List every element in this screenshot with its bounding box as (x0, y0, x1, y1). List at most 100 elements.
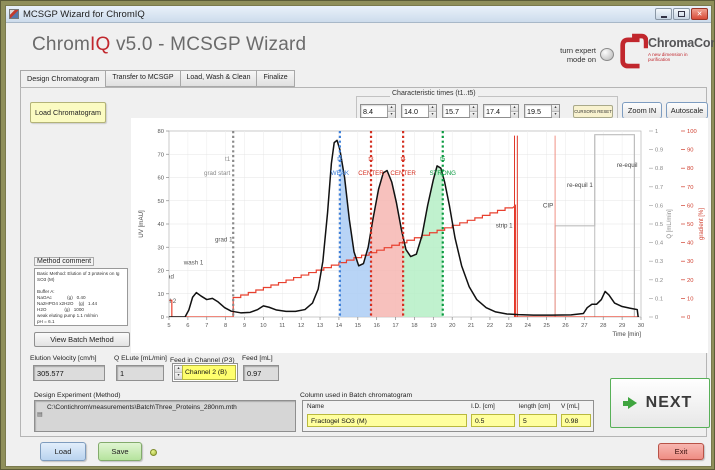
load-button[interactable]: Load (40, 442, 86, 461)
svg-text:20: 20 (449, 323, 455, 329)
spin-up-icon[interactable]: ▲ (511, 105, 518, 112)
svg-text:gradient [%]: gradient [%] (699, 208, 705, 240)
feed-channel-combo[interactable]: ▲ ▼ Channel 2 (B) (172, 363, 238, 382)
svg-text:CIP: CIP (543, 203, 553, 210)
close-button[interactable]: ✕ (691, 8, 708, 20)
tab-bar: Design Chromatogram Transfer to MCSGP Load… (20, 70, 295, 88)
svg-text:40: 40 (687, 241, 693, 247)
tab-transfer-to-mcsgp[interactable]: Transfer to MCSGP (105, 70, 180, 87)
spin-up-icon[interactable]: ▲ (470, 105, 477, 112)
svg-text:0.2: 0.2 (655, 278, 663, 284)
svg-text:grad 1: grad 1 (215, 236, 233, 243)
spin-up-icon[interactable]: ▲ (429, 105, 436, 112)
svg-text:0: 0 (161, 315, 164, 321)
svg-text:23: 23 (506, 323, 512, 329)
svg-text:CENTER: CENTER (390, 170, 416, 177)
app-subtitle: v5.0 - MCSGP Wizard (110, 34, 307, 55)
column-cell-0[interactable]: Fractogel SO3 (M) (307, 414, 467, 427)
char-time-value[interactable]: 17.4 (486, 107, 500, 116)
svg-text:grad start: grad start (204, 170, 230, 177)
svg-text:30: 30 (687, 259, 693, 265)
titlebar[interactable]: MCSGP Wizard for ChromIQ ✕ (6, 6, 711, 23)
design-experiment-listbox[interactable]: ▤ C:\Contichrom\measurements\Batch\Three… (34, 400, 296, 432)
svg-text:STRONG: STRONG (430, 170, 457, 177)
svg-text:0.8: 0.8 (655, 166, 663, 172)
char-time-value[interactable]: 19.5 (527, 107, 541, 116)
maximize-button[interactable] (673, 8, 690, 20)
list-item-icon: ▤ (37, 412, 43, 418)
char-time-spinbox-t1[interactable]: 8.4 ▲ ▼ (360, 104, 396, 118)
autoscale-button[interactable]: Autoscale (666, 102, 708, 119)
char-time-spinbox-t2[interactable]: 14.0 ▲ ▼ (401, 104, 437, 118)
char-time-value[interactable]: 8.4 (363, 107, 373, 116)
char-time-spinbox-t5[interactable]: 19.5 ▲ ▼ (524, 104, 560, 118)
chromacon-logo: ChromaCon A new dimension in purificatio… (618, 33, 714, 71)
feed-label: Feed [mL] (242, 355, 273, 362)
next-arrow-icon (622, 397, 637, 409)
svg-text:70: 70 (687, 185, 693, 191)
svg-text:24: 24 (524, 323, 531, 329)
svg-text:8: 8 (224, 323, 227, 329)
tab-finalize[interactable]: Finalize (256, 70, 295, 87)
app-icon (9, 9, 19, 19)
expert-mode-toggle[interactable] (600, 48, 614, 61)
svg-text:26: 26 (562, 323, 568, 329)
spin-down-icon[interactable]: ▼ (470, 111, 477, 118)
svg-text:30: 30 (158, 245, 164, 251)
svg-text:17: 17 (392, 323, 398, 329)
minimize-button[interactable] (655, 8, 672, 20)
svg-text:equil 2: equil 2 (158, 298, 177, 305)
zoom-in-button[interactable]: Zoom IN (622, 102, 662, 119)
elution-velocity-field[interactable]: 305.577 (33, 365, 105, 381)
column-header-3: V [mL] (561, 403, 580, 410)
column-cell-3[interactable]: 0.98 (561, 414, 591, 427)
tab-load-wash-clean[interactable]: Load, Wash & Clean (179, 70, 257, 87)
feed-channel-value[interactable]: Channel 2 (B) (182, 365, 236, 380)
svg-text:t1: t1 (225, 156, 231, 163)
exit-button[interactable]: Exit (658, 443, 704, 460)
save-led-indicator (150, 449, 157, 456)
feed-field[interactable]: 0.97 (243, 365, 279, 381)
cursors-reset-button[interactable]: CURSORS RESET (573, 105, 613, 118)
svg-text:load: load (162, 274, 174, 281)
method-comment-box[interactable]: Basic Method: Elution of 3 proteins on I… (34, 268, 128, 326)
logo-name: ChromaCon (648, 36, 715, 50)
spin-down-icon[interactable]: ▼ (552, 111, 559, 118)
svg-text:80: 80 (158, 129, 164, 135)
next-button-label: NEXT (645, 394, 693, 411)
elution-velocity-label: Elution Velocity [cm/h] (30, 355, 97, 362)
char-time-spinbox-t3[interactable]: 15.7 ▲ ▼ (442, 104, 478, 118)
characteristic-times-row: 8.4 ▲ ▼ 14.0 ▲ ▼ 15.7 ▲ ▼ 17.4 ▲ ▼ 19.5 ▲ ▼ (360, 104, 560, 118)
svg-text:29: 29 (619, 323, 625, 329)
q-elute-field[interactable]: 1 (116, 365, 164, 381)
tab-design-chromatogram[interactable]: Design Chromatogram (20, 70, 106, 88)
svg-text:22: 22 (487, 323, 493, 329)
spin-up-icon[interactable]: ▲ (552, 105, 559, 112)
svg-text:re-equil 1: re-equil 1 (567, 182, 593, 189)
char-time-value[interactable]: 14.0 (404, 107, 418, 116)
app-name: Chrom (32, 34, 91, 55)
save-button[interactable]: Save (98, 442, 142, 461)
view-batch-method-button[interactable]: View Batch Method (34, 332, 130, 347)
svg-text:27: 27 (581, 323, 587, 329)
spin-down-icon[interactable]: ▼ (511, 111, 518, 118)
feed-channel-up-icon[interactable]: ▲ (175, 366, 182, 373)
svg-text:0.7: 0.7 (655, 185, 663, 191)
column-cell-1[interactable]: 0.5 (471, 414, 515, 427)
elution-region (403, 165, 443, 317)
char-time-value[interactable]: 15.7 (445, 107, 459, 116)
feed-channel-down-icon[interactable]: ▼ (175, 373, 182, 379)
next-button[interactable]: NEXT (610, 378, 710, 428)
char-time-spinbox-t4[interactable]: 17.4 ▲ ▼ (483, 104, 519, 118)
svg-text:19: 19 (430, 323, 436, 329)
svg-text:t2: t2 (337, 156, 343, 163)
chromatogram-chart: t1 grad start t2 WEAK t3 CENTER t4 CENTER t5 STRO… (131, 118, 708, 353)
svg-text:18: 18 (411, 323, 417, 329)
column-cell-2[interactable]: 5 (519, 414, 557, 427)
spin-down-icon[interactable]: ▼ (429, 111, 436, 118)
spin-down-icon[interactable]: ▼ (388, 111, 395, 118)
spin-up-icon[interactable]: ▲ (388, 105, 395, 112)
load-chromatogram-button[interactable]: Load Chromatogram (30, 102, 106, 123)
column-header-1: I.D. [cm] (471, 403, 495, 410)
app-name-accent: IQ (90, 34, 111, 55)
